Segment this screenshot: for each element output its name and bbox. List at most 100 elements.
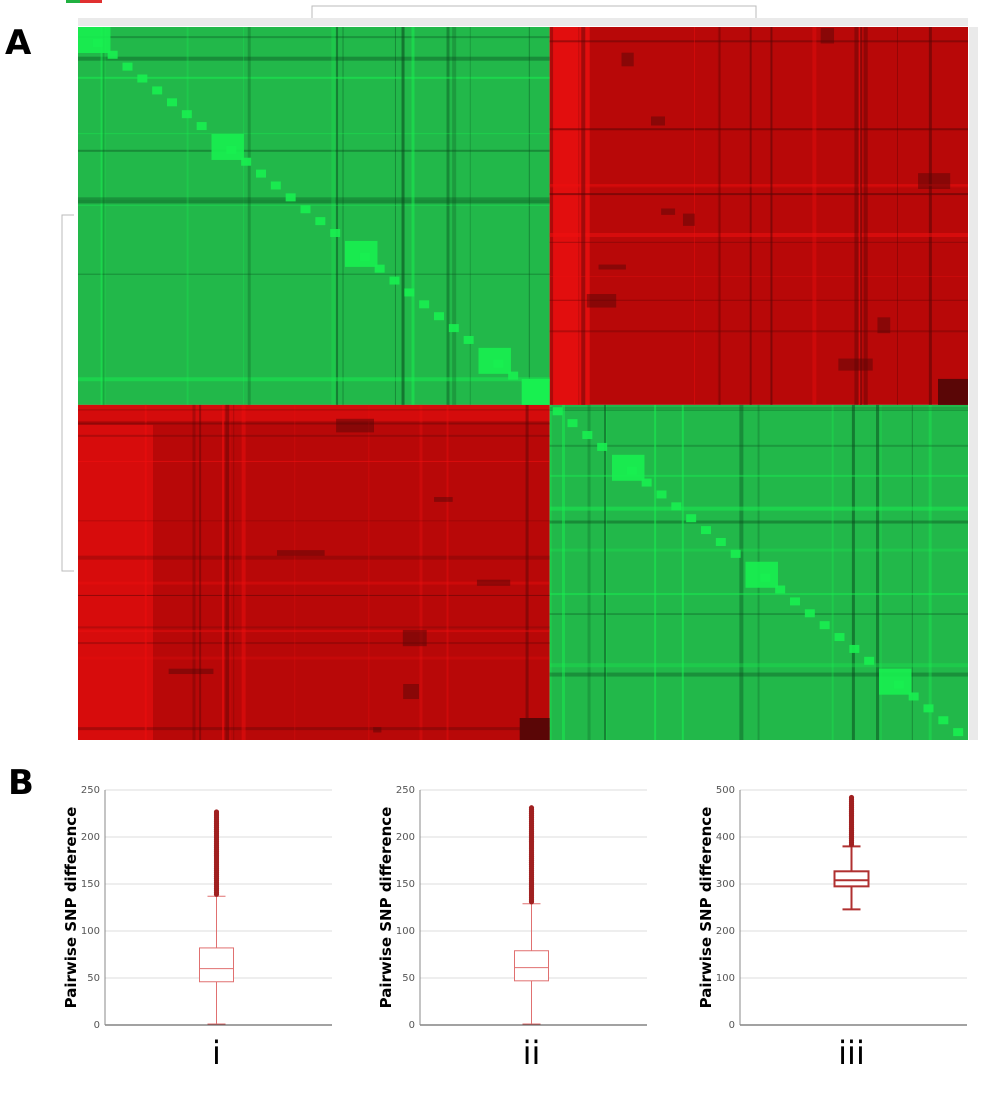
heatmap-stripe [549, 193, 968, 196]
y-tick-label: 0 [729, 1020, 735, 1031]
heatmap-diagonal-cell [567, 419, 578, 428]
top-dendrogram [311, 5, 757, 18]
panel-sublabel: iii [838, 1034, 865, 1072]
heatmap-stripe [528, 27, 530, 405]
y-tick-label: 0 [409, 1020, 415, 1031]
heatmap-stripe [525, 404, 529, 740]
heatmap-diagonal-cell [626, 466, 637, 475]
y-tick-label: 50 [402, 973, 415, 984]
heatmap-stripe [770, 27, 773, 405]
heatmap-diagonal-cell [804, 609, 815, 618]
outlier-point [528, 805, 535, 811]
heatmap-stripe [78, 149, 550, 152]
heatmap-stripe [896, 27, 898, 405]
heatmap-patch [651, 116, 665, 126]
heatmap-patch [838, 358, 873, 371]
iqr-box [199, 947, 234, 983]
heatmap-stripe [863, 27, 868, 405]
heatmap-diagonal-cell [196, 122, 207, 131]
heatmap-stripe [550, 27, 554, 405]
heatmap-stripe [812, 27, 817, 405]
heatmap-patch [168, 668, 214, 675]
y-axis-label: Pairwise SNP difference [377, 807, 395, 1009]
heatmap-patch [621, 52, 634, 67]
heatmap-stripe [294, 404, 296, 740]
heatmap-stripe [739, 404, 744, 740]
heatmap-diagonal-cell [790, 597, 800, 606]
heatmap-stripe [243, 27, 245, 405]
heatmap-diagonal-cell [760, 573, 771, 582]
heatmap-diagonal-cell [300, 205, 311, 214]
heatmap-diagonal-cell [864, 656, 875, 665]
heatmap-patch [276, 550, 325, 556]
heatmap-stripe [854, 27, 859, 405]
heatmap-stripe [831, 404, 834, 740]
heatmap-stripe [549, 232, 968, 237]
iqr-box [833, 870, 870, 888]
heatmap-stripe [717, 27, 721, 405]
heatmap-stripe [186, 27, 189, 405]
heatmap-diagonal-cell [671, 502, 682, 511]
color-key [66, 0, 102, 3]
heatmap-column-labels [78, 18, 968, 26]
heatmap-diagonal-cell [107, 50, 118, 59]
heatmap-diagonal-cell [181, 110, 192, 119]
panel-label-b: B [8, 763, 34, 803]
heatmap-diagonal-cell [404, 288, 415, 297]
panel-sublabel: ii [523, 1034, 541, 1072]
heatmap-patch [373, 727, 382, 733]
y-tick-label: 50 [87, 973, 100, 984]
heatmap-stripe [549, 40, 968, 43]
heatmap-stripe [78, 520, 550, 522]
heatmap-corner [519, 718, 550, 740]
heatmap-patch [476, 579, 511, 586]
heatmap-stripe [401, 27, 405, 405]
y-tick-label: 250 [396, 785, 415, 796]
heatmap-dendrograms [61, 0, 978, 740]
heatmap-stripe [549, 275, 968, 277]
heatmap-diagonal-cell [374, 264, 385, 273]
heatmap-stripe [336, 27, 339, 405]
y-tick-label: 200 [81, 832, 100, 843]
heatmap-stripe [604, 404, 607, 740]
heatmap-stripe [411, 27, 415, 405]
heatmap-diagonal-cell [463, 335, 474, 344]
heatmap-diagonal-cell [715, 537, 726, 546]
heatmap-stripe [199, 404, 202, 740]
heatmap-stripe [911, 404, 913, 740]
heatmap-stripe [419, 404, 423, 740]
heatmap-stripe [549, 593, 968, 596]
heatmap-stripe [241, 404, 246, 740]
heatmap-diagonal-cell [656, 490, 667, 499]
heatmap-stripe [549, 548, 968, 552]
heatmap-diagonal-cell [152, 86, 163, 95]
heatmap-patch [586, 294, 617, 308]
heatmap-stripe [78, 273, 550, 275]
heatmap-stripe [225, 404, 230, 740]
heatmap-diagonal-cell [893, 680, 904, 689]
heatmap-block-cluster2-cluster1 [78, 404, 550, 740]
heatmap-diagonal-cell [908, 692, 919, 701]
heatmap-stripe [549, 27, 590, 405]
heatmap-stripe [394, 27, 396, 405]
heatmap-patch [402, 629, 427, 647]
heatmap-patch [434, 497, 453, 502]
heatmap-diagonal-cell [315, 217, 326, 226]
heatmap-stripe [101, 27, 106, 405]
heatmap-patch [820, 28, 835, 44]
left-dendrogram [61, 214, 74, 572]
heatmap-stripe [549, 404, 552, 740]
heatmap-diagonal-cell [508, 371, 519, 380]
heatmap-diagonal-cell [359, 252, 370, 261]
y-tick-label: 150 [396, 879, 415, 890]
heatmap-stripe [78, 133, 550, 135]
color-key [66, 0, 80, 3]
heatmap-diagonal-cell [641, 478, 652, 487]
heatmap-stripe [880, 404, 882, 740]
heatmap-diagonal-cell [226, 145, 237, 154]
heatmap-diagonal-cell [730, 549, 741, 558]
heatmap-diagonal-cell [285, 193, 296, 202]
heatmap-diagonal-cell [493, 359, 504, 368]
heatmap-stripe [78, 424, 153, 740]
